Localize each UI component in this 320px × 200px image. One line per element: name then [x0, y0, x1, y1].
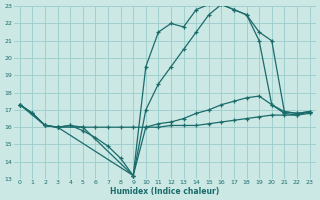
X-axis label: Humidex (Indice chaleur): Humidex (Indice chaleur) — [110, 187, 219, 196]
